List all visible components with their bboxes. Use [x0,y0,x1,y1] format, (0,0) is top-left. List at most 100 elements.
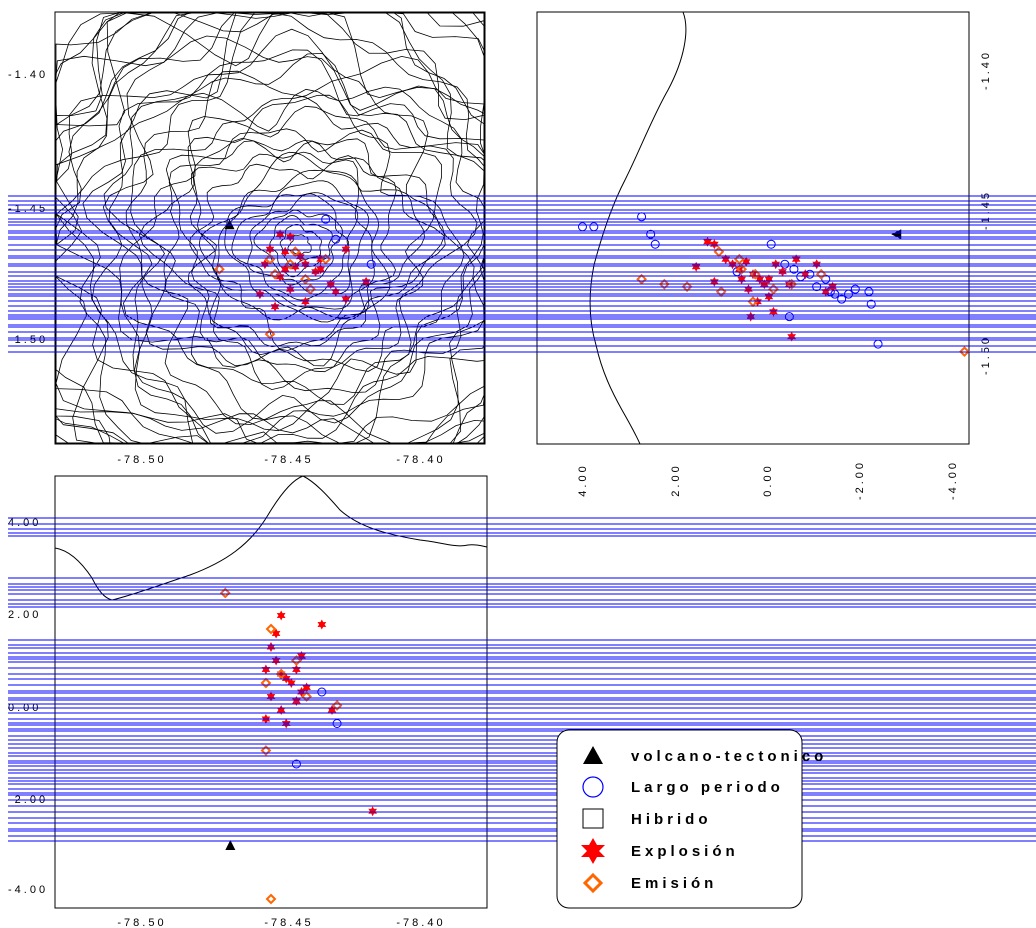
legend-item-explosion: Explosión [581,838,739,864]
explosion-marker [801,269,810,280]
explosion-marker [302,682,311,693]
blue-line-bands [8,195,1036,842]
long-period-marker [646,229,656,239]
explosion-marker [301,296,310,307]
ew-y-ticks: -1.40 -1.45 -1.50 [980,50,992,375]
emission-marker [299,273,311,285]
legend-label: Largo periodo [631,779,784,796]
map-x-ticks: -78.50 -78.45 -78.40 [117,454,442,466]
explosion-marker [287,678,296,688]
explosion-marker [261,664,271,675]
legend-box [556,729,803,909]
ns-x-ticks: -78.50 -78.45 -78.40 [117,917,445,928]
long-period-marker [317,687,327,697]
emission-marker [219,587,231,599]
x-tick-label: -78.45 [264,917,313,928]
contour-line [55,12,485,444]
long-period-marker [589,222,599,232]
y-tick-label: -4.00 [8,884,48,896]
explosion-marker [275,271,285,282]
contour-line [198,151,391,321]
explosion-marker [703,236,712,247]
contour-line [55,12,485,444]
emission-marker [658,278,670,290]
contour-line [55,12,485,444]
explosion-marker [296,251,305,262]
explosion-marker [271,628,281,639]
emission-marker [260,677,272,689]
explosion-marker [327,705,337,715]
explosion-marker [292,664,301,675]
x-tick-label: -78.50 [117,917,166,928]
long-period-marker [866,299,876,309]
legend-item-volcano-tectonico: volcano-tectonico [583,746,823,765]
legend-label: Hibrido [631,811,712,828]
explosion-marker [280,264,290,275]
emission-marker [713,246,725,258]
y-tick-label: -1.50 [980,335,992,375]
long-period-marker [850,284,860,294]
contour-line [55,12,485,444]
explosion-marker [368,806,377,817]
square-icon [582,808,604,829]
legend-label: Emisión [631,875,717,892]
x-tick-label: 2.00 [670,463,682,496]
emission-marker [264,328,276,340]
long-period-marker [291,759,301,769]
explosion-marker [791,254,801,265]
emission-marker [305,283,316,295]
volcano-tectonic-marker [224,219,235,230]
emission-marker [768,283,779,295]
explosion-marker [317,619,327,630]
explosion-marker [710,276,719,287]
explosion-marker [271,655,281,666]
emission-marker [786,278,798,290]
contour-line [55,12,485,444]
explosion-marker [735,264,744,275]
contour-line [55,12,485,444]
contour-line [165,138,445,373]
y-tick-label: 2.00 [8,609,41,621]
explosion-marker [270,301,280,312]
emission-marker [636,273,648,285]
x-tick-label: 4.00 [577,463,589,496]
legend-item-emision: Emisión [582,872,717,894]
x-tick-label: -2.00 [854,460,866,500]
explosion-marker [276,610,286,621]
contour-line [55,12,485,444]
emission-marker [213,263,225,275]
ns-y-ticks: 4.00 2.00 0.00 -2.00 -4.00 [8,517,48,896]
long-period-marker [766,239,776,249]
long-period-marker [637,212,647,222]
topographic-contours [55,12,485,444]
ns-topography-profile [54,475,488,601]
ew-frame [536,11,970,445]
explosion-marker [316,264,325,275]
long-period-marker [650,239,660,249]
explosion-marker [280,246,290,257]
emission-marker [284,258,296,270]
explosion-marker [744,284,753,295]
y-tick-label: -1.40 [980,50,992,90]
legend-label: Explosión [631,843,739,860]
explosion-marker [331,286,341,297]
emission-marker [749,268,761,280]
volcano-tectonic-marker [225,840,236,850]
explosion-marker [341,294,351,305]
long-period-marker [873,339,883,349]
x-tick-label: -78.45 [264,454,313,466]
contour-line [55,12,485,444]
explosion-marker [285,284,295,295]
legend: volcano-tectonico Largo periodo Hibrido … [556,729,823,909]
long-period-marker [577,222,587,232]
y-tick-label: 4.00 [8,517,41,529]
x-tick-label: -78.40 [396,917,445,928]
explosion-marker [361,276,371,287]
explosion-marker [710,239,719,250]
contour-line [55,12,485,444]
long-period-marker [789,264,799,274]
circle-icon [582,776,604,798]
explosion-marker [266,691,276,702]
contour-line [247,193,349,295]
explosion-marker [764,274,774,285]
